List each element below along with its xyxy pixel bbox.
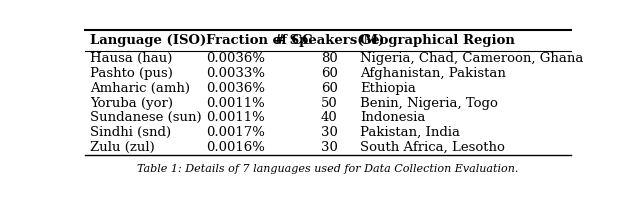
Text: Sindhi (snd): Sindhi (snd) — [90, 126, 171, 139]
Text: Sundanese (sun): Sundanese (sun) — [90, 111, 202, 124]
Text: 60: 60 — [321, 82, 338, 95]
Text: Geographical Region: Geographical Region — [360, 34, 515, 47]
Text: 0.0016%: 0.0016% — [207, 141, 266, 154]
Text: 0.0036%: 0.0036% — [207, 82, 266, 95]
Text: 60: 60 — [321, 67, 338, 80]
Text: 0.0017%: 0.0017% — [207, 126, 266, 139]
Text: Afghanistan, Pakistan: Afghanistan, Pakistan — [360, 67, 506, 80]
Text: Benin, Nigeria, Togo: Benin, Nigeria, Togo — [360, 97, 498, 109]
Text: Language (ISO): Language (ISO) — [90, 34, 206, 47]
Text: 50: 50 — [321, 97, 338, 109]
Text: Nigeria, Chad, Cameroon, Ghana: Nigeria, Chad, Cameroon, Ghana — [360, 52, 584, 65]
Text: Pakistan, India: Pakistan, India — [360, 126, 460, 139]
Text: Table 1: Details of 7 languages used for Data Collection Evaluation.: Table 1: Details of 7 languages used for… — [138, 164, 518, 174]
Text: 30: 30 — [321, 141, 338, 154]
Text: South Africa, Lesotho: South Africa, Lesotho — [360, 141, 505, 154]
Text: 30: 30 — [321, 126, 338, 139]
Text: Fraction of CC: Fraction of CC — [207, 34, 313, 47]
Text: 0.0011%: 0.0011% — [207, 111, 265, 124]
Text: Amharic (amh): Amharic (amh) — [90, 82, 190, 95]
Text: # Speakers(M): # Speakers(M) — [274, 34, 385, 47]
Text: Hausa (hau): Hausa (hau) — [90, 52, 172, 65]
Text: Yoruba (yor): Yoruba (yor) — [90, 97, 173, 109]
Text: Ethiopia: Ethiopia — [360, 82, 416, 95]
Text: 40: 40 — [321, 111, 338, 124]
Text: 0.0033%: 0.0033% — [207, 67, 266, 80]
Text: 0.0011%: 0.0011% — [207, 97, 265, 109]
Text: Pashto (pus): Pashto (pus) — [90, 67, 173, 80]
Text: Zulu (zul): Zulu (zul) — [90, 141, 155, 154]
Text: 0.0036%: 0.0036% — [207, 52, 266, 65]
Text: 80: 80 — [321, 52, 338, 65]
Text: Indonesia: Indonesia — [360, 111, 426, 124]
